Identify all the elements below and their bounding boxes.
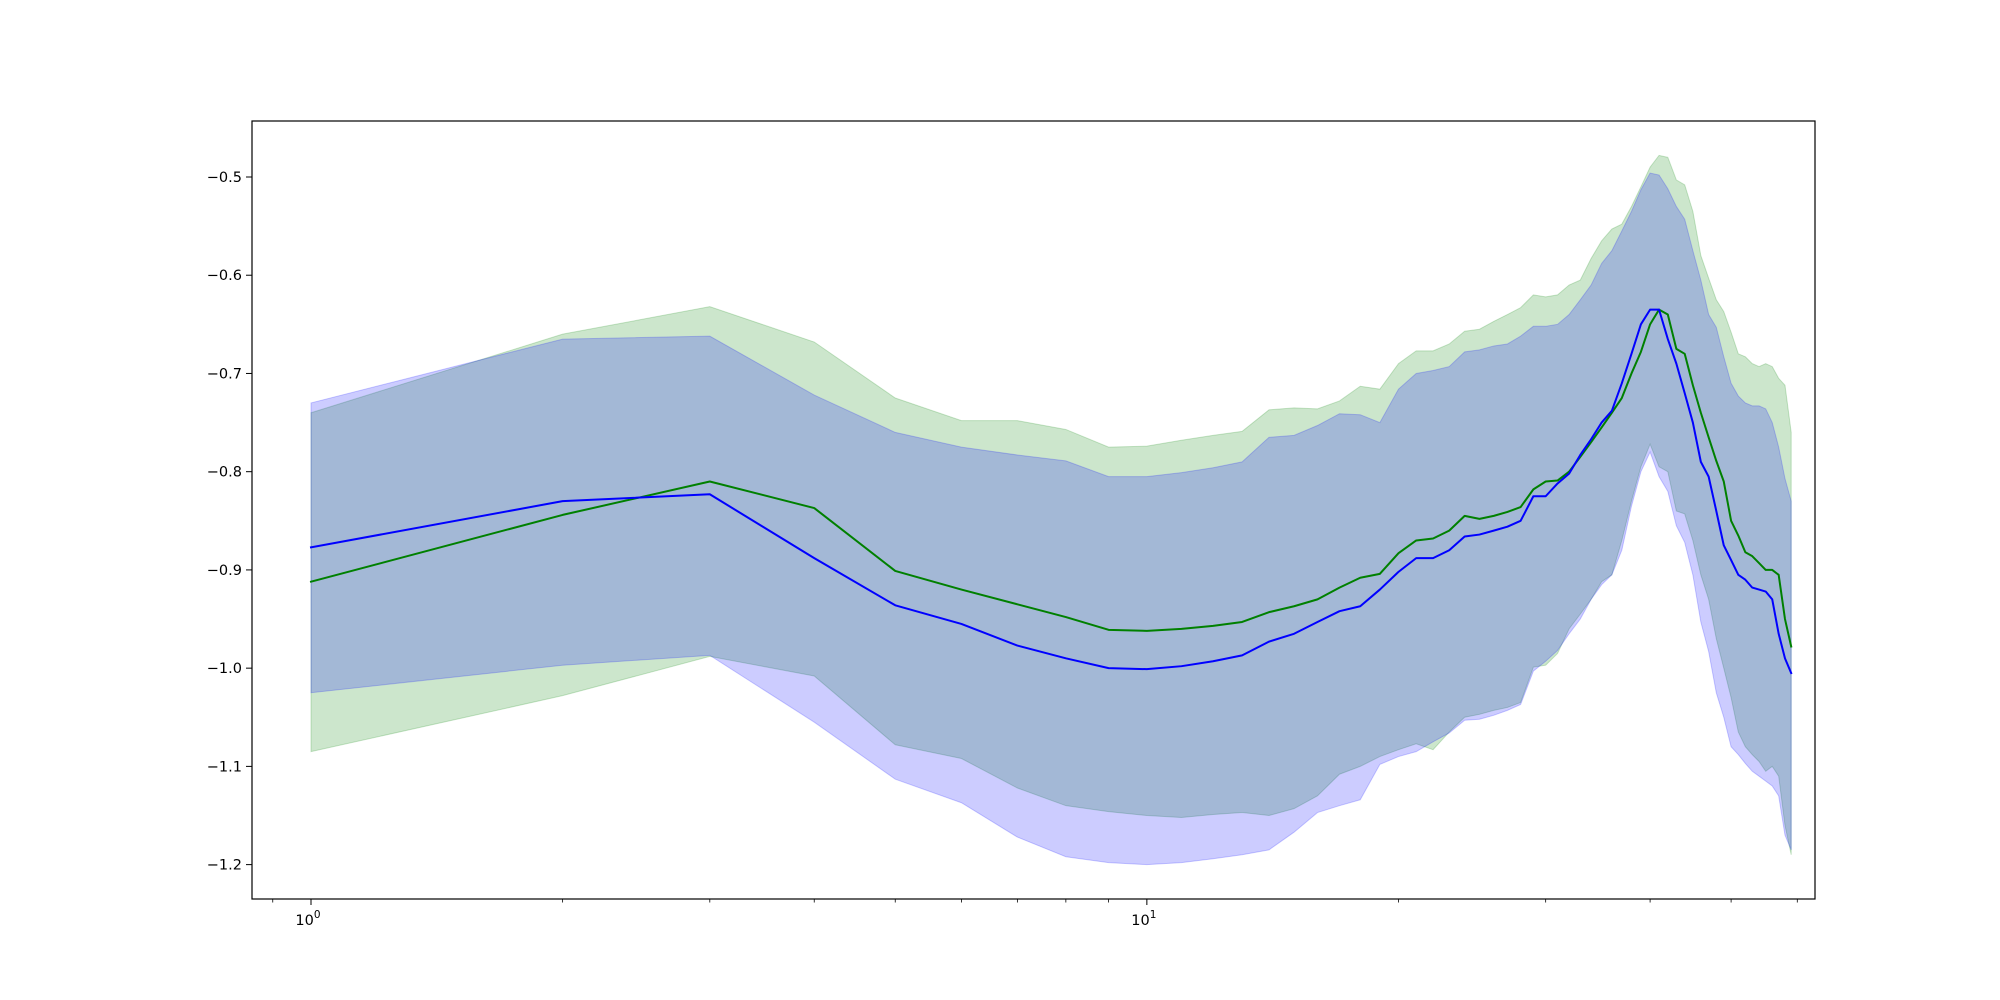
y-tick-label: −1.1	[207, 759, 242, 775]
series-2-band	[310, 172, 1792, 866]
series-lines	[309, 308, 1793, 675]
y-axis: −0.5 −0.6 −0.7 −0.8 −0.9 −1.0 −1.1 −1.2	[207, 170, 252, 874]
x-tick-label: 100	[295, 909, 320, 929]
y-tick-label: −0.7	[207, 366, 242, 382]
x-axis: 100 101	[272, 899, 1798, 929]
series-1-band	[310, 154, 1792, 855]
y-tick-label: −1.2	[207, 858, 242, 874]
series-1-line	[309, 308, 1793, 648]
series-2-line	[309, 308, 1793, 675]
y-tick-label: −0.5	[207, 170, 242, 186]
y-tick-label: −0.9	[207, 563, 242, 579]
x-tick-label: 101	[1131, 909, 1156, 929]
y-tick-label: −0.6	[207, 268, 242, 284]
y-tick-label: −0.8	[207, 465, 242, 481]
y-tick-label: −1.0	[207, 661, 242, 677]
plot-frame	[251, 120, 1816, 900]
confidence-bands	[310, 154, 1792, 866]
